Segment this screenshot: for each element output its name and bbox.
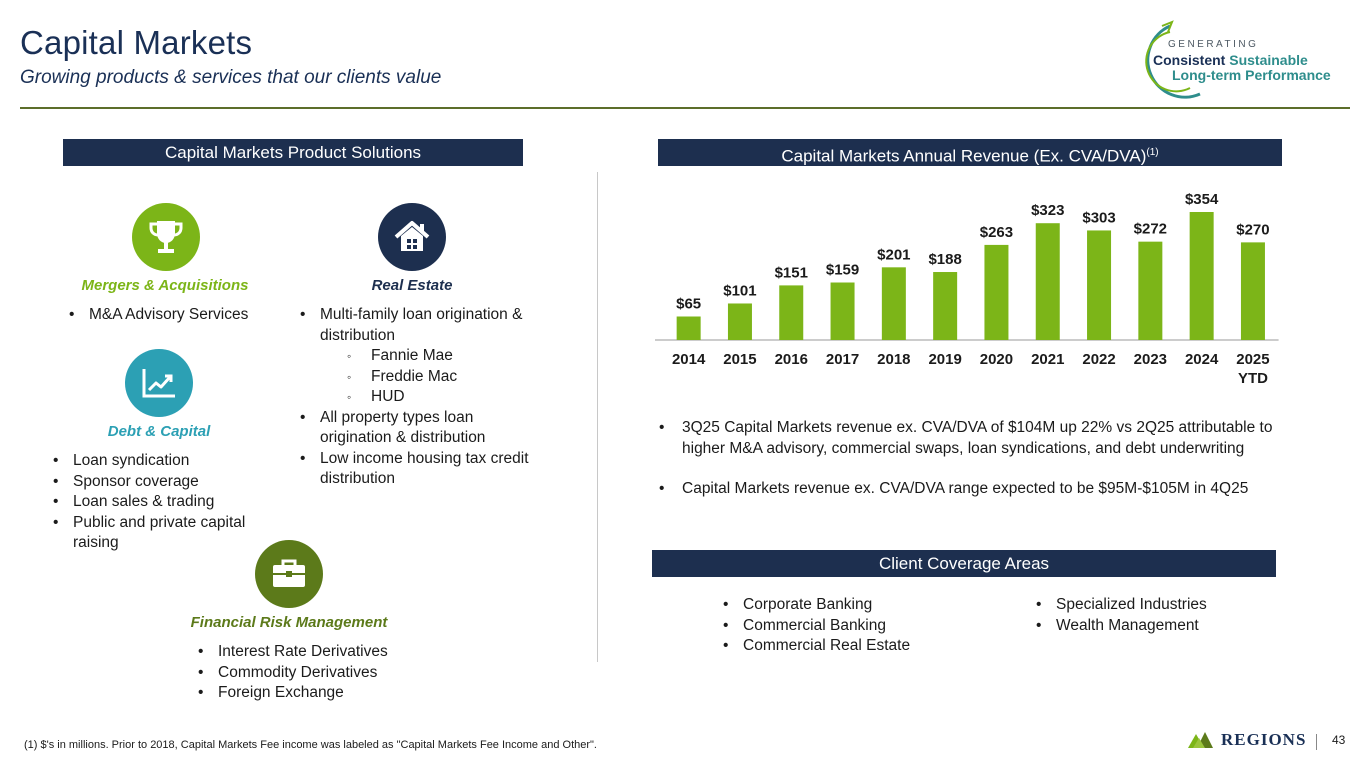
x-tick-label: YTD xyxy=(1238,370,1268,387)
page-separator xyxy=(1316,734,1317,750)
bar-1 xyxy=(727,303,752,340)
list-item: Interest Rate Derivatives xyxy=(193,642,433,663)
debt-capital-list: Loan syndication Sponsor coverage Loan s… xyxy=(48,451,278,554)
bar-8 xyxy=(1087,230,1112,340)
bar-value-label: $65 xyxy=(676,295,701,312)
x-tick-label: 2016 xyxy=(775,351,808,368)
revenue-note: 3Q25 Capital Markets revenue ex. CVA/DVA… xyxy=(655,418,1285,459)
bar-value-label: $323 xyxy=(1031,202,1064,219)
x-tick-label: 2015 xyxy=(723,351,756,368)
bar-value-label: $303 xyxy=(1082,209,1115,226)
bar-11 xyxy=(1240,242,1265,340)
bar-value-label: $159 xyxy=(826,262,859,279)
x-tick-label: 2023 xyxy=(1134,351,1167,368)
list-item: Loan syndication xyxy=(48,451,278,472)
list-item: Foreign Exchange xyxy=(193,683,433,704)
regions-logo: REGIONS xyxy=(1187,728,1307,752)
briefcase-icon xyxy=(255,540,323,608)
list-sub-item: HUD xyxy=(295,387,545,408)
circular-arrow-icon xyxy=(1145,20,1201,99)
regions-wordmark: REGIONS xyxy=(1221,730,1307,749)
x-tick-label: 2020 xyxy=(980,351,1013,368)
bar-5 xyxy=(933,272,958,340)
x-tick-label: 2024 xyxy=(1185,351,1219,368)
coverage-list-right: Specialized Industries Wealth Management xyxy=(1031,595,1291,636)
list-item: Corporate Banking xyxy=(718,595,998,616)
bar-0 xyxy=(676,316,701,340)
bar-10 xyxy=(1189,212,1214,340)
list-item: M&A Advisory Services xyxy=(64,305,284,326)
revenue-header-footnote-ref: (1) xyxy=(1146,147,1159,158)
category-label-ma: Mergers & Acquisitions xyxy=(81,277,249,294)
tagline-long-term: Long-term Performance xyxy=(1172,67,1331,83)
tagline-consistent-word: Consistent xyxy=(1153,52,1226,68)
page-title: Capital Markets xyxy=(20,24,253,61)
list-item: Public and private capital raising xyxy=(48,513,278,554)
revenue-note: Capital Markets revenue ex. CVA/DVA rang… xyxy=(655,479,1285,500)
bar-3 xyxy=(830,282,855,340)
x-tick-label: 2014 xyxy=(672,351,706,368)
coverage-list-left: Corporate Banking Commercial Banking Com… xyxy=(718,595,998,657)
trophy-icon xyxy=(132,203,200,271)
bar-6 xyxy=(984,244,1009,340)
revenue-header: Capital Markets Annual Revenue (Ex. CVA/… xyxy=(658,139,1282,166)
bar-7 xyxy=(1035,223,1060,340)
real-estate-list: Multi-family loan origination & distribu… xyxy=(295,305,545,490)
revenue-bar-chart: $65 2014 $101 2015 $151 2016 $159 2017 $201 2018 $… xyxy=(655,191,1279,387)
coverage-header: Client Coverage Areas xyxy=(652,550,1276,577)
bar-value-label: $101 xyxy=(723,282,756,299)
x-tick-label: 2021 xyxy=(1031,351,1064,368)
regions-triangle-icon xyxy=(1188,732,1213,748)
bar-value-label: $201 xyxy=(877,246,910,263)
bar-value-label: $263 xyxy=(980,224,1013,241)
list-item: Loan sales & trading xyxy=(48,492,278,513)
list-item: Commercial Real Estate xyxy=(718,636,998,657)
list-item: Commercial Banking xyxy=(718,616,998,637)
list-item: All property types loan origination & di… xyxy=(295,408,545,449)
list-item: Low income housing tax credit distributi… xyxy=(295,449,545,490)
x-tick-label: 2017 xyxy=(826,351,859,368)
x-tick-label: 2025 xyxy=(1236,351,1269,368)
tagline-generating: GENERATING xyxy=(1168,39,1259,50)
x-tick-label: 2022 xyxy=(1082,351,1115,368)
page-number: 43 xyxy=(1332,733,1346,747)
bar-2 xyxy=(779,285,804,340)
bar-value-label: $354 xyxy=(1185,191,1219,208)
category-label-real-estate: Real Estate xyxy=(371,277,453,294)
list-sub-item: Freddie Mac xyxy=(295,367,545,388)
bar-value-label: $270 xyxy=(1236,221,1269,238)
category-label-debt-capital: Debt & Capital xyxy=(107,423,211,440)
trend-chart-icon xyxy=(125,349,193,417)
title-divider xyxy=(20,107,1350,109)
page-subtitle: Growing products & services that our cli… xyxy=(20,67,442,88)
list-item: Commodity Derivatives xyxy=(193,663,433,684)
revenue-notes: 3Q25 Capital Markets revenue ex. CVA/DVA… xyxy=(655,418,1285,500)
generating-performance-logo xyxy=(1130,20,1350,102)
bar-value-label: $272 xyxy=(1134,221,1167,238)
x-tick-label: 2018 xyxy=(877,351,910,368)
revenue-header-text: Capital Markets Annual Revenue (Ex. CVA/… xyxy=(781,146,1147,166)
footnote: (1) $'s in millions. Prior to 2018, Capi… xyxy=(24,739,597,751)
bar-value-label: $188 xyxy=(928,251,961,268)
bar-value-label: $151 xyxy=(775,264,808,281)
list-item: Multi-family loan origination & distribu… xyxy=(295,305,545,346)
x-tick-label: 2019 xyxy=(928,351,961,368)
bar-9 xyxy=(1138,241,1163,340)
house-icon xyxy=(378,203,446,271)
category-label-risk: Financial Risk Management xyxy=(190,614,388,631)
list-item: Sponsor coverage xyxy=(48,472,278,493)
bar-4 xyxy=(881,267,906,340)
ma-list: M&A Advisory Services xyxy=(64,305,284,326)
product-solutions-header: Capital Markets Product Solutions xyxy=(63,139,523,166)
list-sub-item: Fannie Mae xyxy=(295,346,545,367)
list-item: Wealth Management xyxy=(1031,616,1291,637)
tagline-consistent: Consistent Sustainable xyxy=(1153,52,1308,68)
tagline-sustainable: Sustainable xyxy=(1229,52,1308,68)
section-divider xyxy=(597,172,598,662)
list-item: Specialized Industries xyxy=(1031,595,1291,616)
risk-list: Interest Rate Derivatives Commodity Deri… xyxy=(193,642,433,704)
